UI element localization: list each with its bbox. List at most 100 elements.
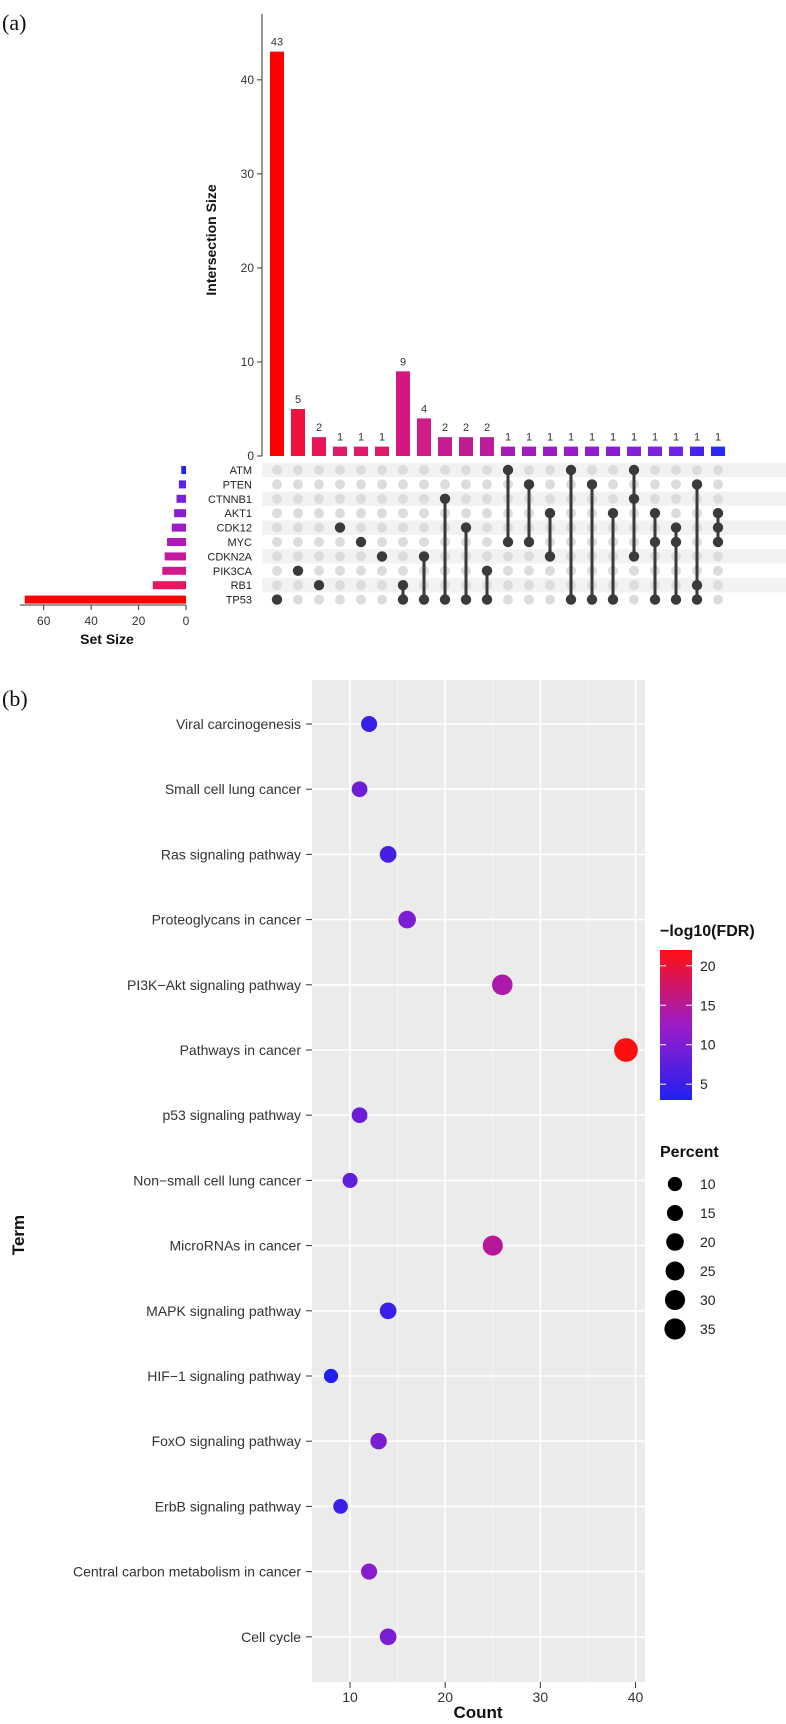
matrix-dot-filled xyxy=(523,479,535,490)
matrix-dot-empty xyxy=(482,537,492,547)
matrix-dot-empty xyxy=(272,493,282,504)
matrix-dot-empty xyxy=(377,580,387,591)
set-size-tick-label: 60 xyxy=(37,614,51,628)
term-labels: Viral carcinogenesis Small cell lung canc… xyxy=(73,716,312,1645)
term-label: Proteoglycans in cancer xyxy=(152,912,302,928)
intersection-bar xyxy=(375,446,389,456)
matrix-dot-empty xyxy=(713,580,723,591)
matrix-dot-empty xyxy=(419,537,429,547)
matrix-dot-empty xyxy=(314,508,324,519)
intersection-bar xyxy=(585,446,599,456)
matrix-dot-empty xyxy=(314,493,324,504)
intersection-bar xyxy=(417,418,431,456)
matrix-dot-filled xyxy=(313,580,325,591)
matrix-dot-empty xyxy=(314,479,324,490)
matrix-dot-empty xyxy=(293,465,303,475)
matrix-dot-empty xyxy=(545,565,555,576)
matrix-dot-empty xyxy=(335,580,345,591)
matrix-dot-filled xyxy=(355,536,367,548)
size-legend-dot xyxy=(664,1289,686,1311)
matrix-dot-empty xyxy=(629,594,639,605)
matrix-dot-filled xyxy=(502,464,514,476)
size-legend-dot xyxy=(666,1233,684,1251)
matrix-dot-empty xyxy=(335,551,345,562)
intersection-bar-value: 1 xyxy=(652,432,658,444)
matrix-dot-filled xyxy=(607,594,619,605)
matrix-dot-empty xyxy=(335,493,345,504)
matrix-dot-filled xyxy=(691,479,703,490)
color-legend-tick-label: 5 xyxy=(700,1076,708,1092)
matrix-dot-empty xyxy=(545,580,555,591)
intersection-bar-value: 1 xyxy=(337,432,343,444)
matrix-dot-filled xyxy=(628,551,640,562)
matrix-dot-empty xyxy=(314,465,324,475)
matrix-dot-filled xyxy=(460,594,472,605)
y-tick-label: 40 xyxy=(241,73,255,87)
matrix-dot-empty xyxy=(398,508,408,519)
matrix-dot-empty xyxy=(419,479,429,490)
enrichment-dot xyxy=(379,1628,397,1646)
matrix-dot-filled xyxy=(439,493,451,504)
matrix-dot-empty xyxy=(356,522,366,533)
matrix-dot-empty xyxy=(440,479,450,490)
term-label: HIF−1 signaling pathway xyxy=(147,1368,301,1384)
intersection-bar xyxy=(669,446,683,456)
matrix-dot-empty xyxy=(356,551,366,562)
matrix-dot-empty xyxy=(545,493,555,504)
matrix-dot-empty xyxy=(356,508,366,519)
matrix-dot-empty xyxy=(272,522,282,533)
intersection-bar xyxy=(564,446,578,456)
intersection-bar xyxy=(312,437,326,456)
intersection-bar-value: 2 xyxy=(463,422,469,434)
matrix-dot-empty xyxy=(482,465,492,475)
term-label: Viral carcinogenesis xyxy=(176,716,301,732)
matrix-dot-empty xyxy=(335,594,345,605)
matrix-dot-empty xyxy=(482,551,492,562)
enrichment-dot-plot: (b) Viral carcinogenesis Small cell lung … xyxy=(2,680,755,1722)
enrichment-dot xyxy=(379,1302,397,1320)
matrix-dot-empty xyxy=(629,565,639,576)
matrix-dot-empty xyxy=(419,522,429,533)
matrix-dot-empty xyxy=(524,594,534,605)
set-name-label: TP53 xyxy=(226,595,252,607)
intersection-bar-value: 1 xyxy=(610,432,616,444)
set-size-tick-label: 20 xyxy=(132,614,146,628)
intersection-bar xyxy=(333,446,347,456)
set-size-bar xyxy=(162,566,186,575)
matrix-dot-empty xyxy=(713,465,723,475)
matrix-dot-filled xyxy=(418,594,430,605)
matrix-dot-empty xyxy=(356,594,366,605)
matrix-dot-empty xyxy=(335,508,345,519)
y-tick-label: 20 xyxy=(241,261,255,275)
matrix-dot-filled xyxy=(271,594,283,605)
count-tick-label: 10 xyxy=(342,1689,358,1705)
matrix-dot-filled xyxy=(481,594,493,605)
intersection-bar-value: 1 xyxy=(505,432,511,444)
matrix-dot-empty xyxy=(377,594,387,605)
matrix-dot-filled xyxy=(565,594,577,605)
intersection-bar xyxy=(291,408,305,456)
matrix-dot-empty xyxy=(671,508,681,519)
matrix-dot-empty xyxy=(608,479,618,490)
panel-label-a: (a) xyxy=(2,10,26,35)
matrix-dot-empty xyxy=(272,465,282,475)
matrix-dot-empty xyxy=(524,551,534,562)
matrix-dot-empty xyxy=(293,479,303,490)
color-legend-tick-label: 15 xyxy=(700,997,716,1013)
matrix-dot-filled xyxy=(292,565,304,576)
matrix-dot-empty xyxy=(272,565,282,576)
matrix-dot-filled xyxy=(544,551,556,562)
set-name-label: RB1 xyxy=(231,580,252,592)
enrichment-dot xyxy=(361,1563,378,1580)
intersection-bar-labels: 43 5 2 1 1 1 9 4 2 2 2 1 1 1 1 1 1 1 1 1 1 1 xyxy=(271,37,721,444)
size-legend-dot xyxy=(667,1176,683,1192)
matrix-dot-empty xyxy=(503,580,513,591)
matrix-dot-empty xyxy=(713,551,723,562)
matrix-dot-empty xyxy=(356,493,366,504)
matrix-dot-filled xyxy=(691,594,703,605)
color-legend-bar xyxy=(660,950,692,1100)
matrix-dot-empty xyxy=(671,465,681,475)
term-axis-title: Term xyxy=(9,1215,28,1255)
matrix-dot-empty xyxy=(713,565,723,576)
matrix-dot-empty xyxy=(293,580,303,591)
